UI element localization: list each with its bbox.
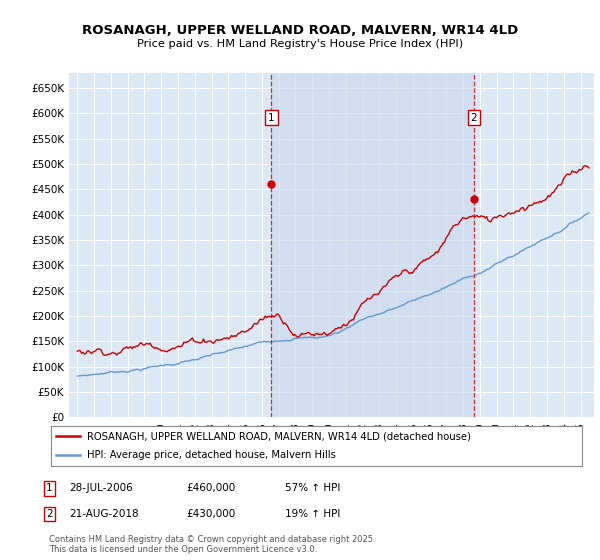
Text: 57% ↑ HPI: 57% ↑ HPI [285, 483, 340, 493]
Text: 19% ↑ HPI: 19% ↑ HPI [285, 509, 340, 519]
Text: Price paid vs. HM Land Registry's House Price Index (HPI): Price paid vs. HM Land Registry's House … [137, 39, 463, 49]
Text: £460,000: £460,000 [186, 483, 235, 493]
Text: 2: 2 [46, 509, 53, 519]
Text: 2: 2 [470, 113, 477, 123]
Text: £430,000: £430,000 [186, 509, 235, 519]
Text: ROSANAGH, UPPER WELLAND ROAD, MALVERN, WR14 4LD: ROSANAGH, UPPER WELLAND ROAD, MALVERN, W… [82, 24, 518, 37]
Text: 1: 1 [268, 113, 275, 123]
Text: ROSANAGH, UPPER WELLAND ROAD, MALVERN, WR14 4LD (detached house): ROSANAGH, UPPER WELLAND ROAD, MALVERN, W… [87, 432, 471, 441]
Text: HPI: Average price, detached house, Malvern Hills: HPI: Average price, detached house, Malv… [87, 450, 336, 460]
Text: 28-JUL-2006: 28-JUL-2006 [69, 483, 133, 493]
Text: 21-AUG-2018: 21-AUG-2018 [69, 509, 139, 519]
Text: 1: 1 [46, 483, 53, 493]
Bar [271, 73, 474, 417]
Text: Contains HM Land Registry data © Crown copyright and database right 2025.
This d: Contains HM Land Registry data © Crown c… [49, 535, 376, 554]
